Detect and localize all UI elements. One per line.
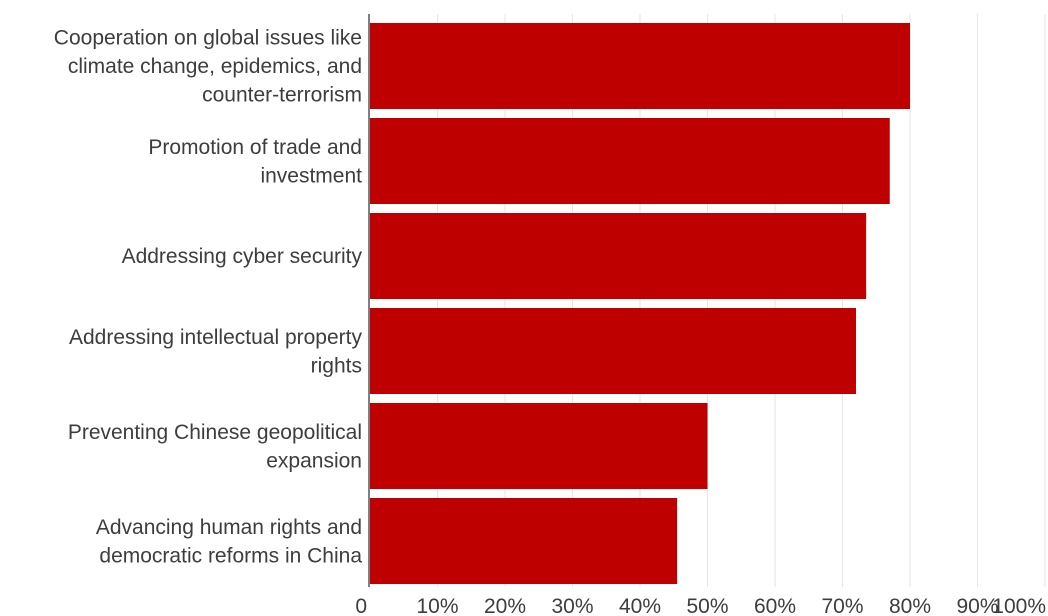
x-tick-labels: 0 10% 20% 30% 40% 50% 60% 70% 80% 90%100%	[355, 595, 1046, 616]
x-tick-label: 0	[355, 595, 367, 616]
category-label-line: Addressing intellectual property	[69, 326, 362, 349]
category-label: Addressing intellectual property rights	[69, 326, 362, 378]
category-label: Advancing human rights and democratic ref…	[96, 516, 362, 568]
bars	[370, 23, 910, 584]
category-label-line: Preventing Chinese geopolitical	[68, 421, 362, 444]
gridlines	[437, 14, 1046, 587]
category-label: Promotion of trade and investment	[148, 136, 362, 188]
category-label-line: Advancing human rights and	[96, 516, 362, 539]
x-tick-label: 10%	[416, 595, 458, 616]
x-tick-label: 30%	[551, 595, 593, 616]
bar	[370, 213, 867, 299]
category-label-line: rights	[311, 354, 362, 377]
bar	[370, 498, 678, 584]
category-label-line: expansion	[266, 449, 362, 472]
category-label-line: investment	[260, 164, 362, 187]
x-tick-label: 40%	[619, 595, 661, 616]
x-tick-label: 80%	[889, 595, 931, 616]
bar	[370, 23, 910, 109]
bar	[370, 403, 708, 489]
category-labels: Cooperation on global issues like climate…	[54, 27, 363, 568]
bar	[370, 308, 856, 394]
x-tick-label: 50%	[686, 595, 728, 616]
x-tick-label: 90%	[956, 595, 998, 616]
category-label: Cooperation on global issues like climate…	[54, 27, 362, 107]
category-label-line: climate change, epidemics, and	[68, 55, 362, 78]
x-tick-label: 70%	[821, 595, 863, 616]
x-tick-label: 20%	[484, 595, 526, 616]
category-label-line: counter-terrorism	[202, 84, 362, 107]
bar	[370, 118, 890, 204]
category-label-line: Promotion of trade and	[148, 136, 362, 159]
x-tick-label: 100%	[992, 595, 1046, 616]
category-label-line: democratic reforms in China	[99, 544, 362, 567]
category-label-line: Addressing cyber security	[122, 245, 363, 268]
category-label: Addressing cyber security	[122, 245, 363, 268]
category-label: Preventing Chinese geopolitical expansion	[68, 421, 362, 473]
x-tick-label: 60%	[754, 595, 796, 616]
category-label-line: Cooperation on global issues like	[54, 27, 362, 50]
